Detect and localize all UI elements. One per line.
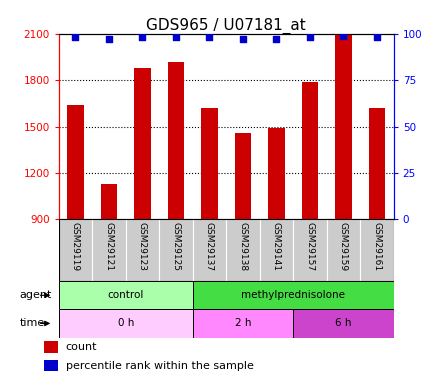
Bar — [44, 360, 58, 371]
Text: percentile rank within the sample: percentile rank within the sample — [66, 361, 253, 370]
Text: 0 h: 0 h — [117, 318, 134, 328]
Bar — [192, 219, 226, 281]
Bar — [59, 219, 92, 281]
Bar — [59, 309, 192, 338]
Bar — [192, 281, 393, 309]
Bar — [334, 35, 351, 219]
Bar — [301, 82, 318, 219]
Point — [139, 34, 146, 40]
Text: 6 h: 6 h — [335, 318, 351, 328]
Bar — [368, 108, 385, 219]
Bar — [44, 341, 58, 352]
Bar — [226, 219, 259, 281]
Text: GSM29119: GSM29119 — [71, 222, 80, 272]
Point — [273, 36, 279, 42]
Bar — [293, 309, 393, 338]
Point — [206, 34, 213, 40]
Bar — [201, 108, 217, 219]
Bar — [67, 105, 84, 219]
Text: GSM29137: GSM29137 — [204, 222, 214, 272]
Text: GSM29138: GSM29138 — [238, 222, 247, 272]
Point — [373, 34, 380, 40]
Title: GDS965 / U07181_at: GDS965 / U07181_at — [146, 18, 306, 34]
Bar — [92, 219, 125, 281]
Text: count: count — [66, 342, 97, 352]
Bar — [59, 281, 192, 309]
Point — [105, 36, 112, 42]
Point — [239, 36, 246, 42]
Bar — [167, 62, 184, 219]
Text: control: control — [107, 290, 144, 300]
Text: GSM29141: GSM29141 — [271, 222, 280, 272]
Bar — [234, 133, 251, 219]
Text: GSM29159: GSM29159 — [338, 222, 347, 272]
Bar — [134, 68, 151, 219]
Text: GSM29125: GSM29125 — [171, 222, 180, 272]
Point — [339, 33, 346, 39]
Bar — [192, 309, 293, 338]
Text: time: time — [20, 318, 45, 328]
Text: GSM29161: GSM29161 — [372, 222, 381, 272]
Bar — [125, 219, 159, 281]
Text: GSM29123: GSM29123 — [138, 222, 147, 272]
Point — [306, 34, 313, 40]
Bar — [159, 219, 192, 281]
Text: methylprednisolone: methylprednisolone — [240, 290, 345, 300]
Bar — [293, 219, 326, 281]
Bar — [267, 128, 284, 219]
Point — [72, 34, 79, 40]
Bar — [359, 219, 393, 281]
Text: GSM29121: GSM29121 — [104, 222, 113, 272]
Text: GSM29157: GSM29157 — [305, 222, 314, 272]
Point — [172, 34, 179, 40]
Bar — [100, 184, 117, 219]
Bar — [259, 219, 293, 281]
Bar — [326, 219, 359, 281]
Text: agent: agent — [20, 290, 52, 300]
Text: 2 h: 2 h — [234, 318, 250, 328]
